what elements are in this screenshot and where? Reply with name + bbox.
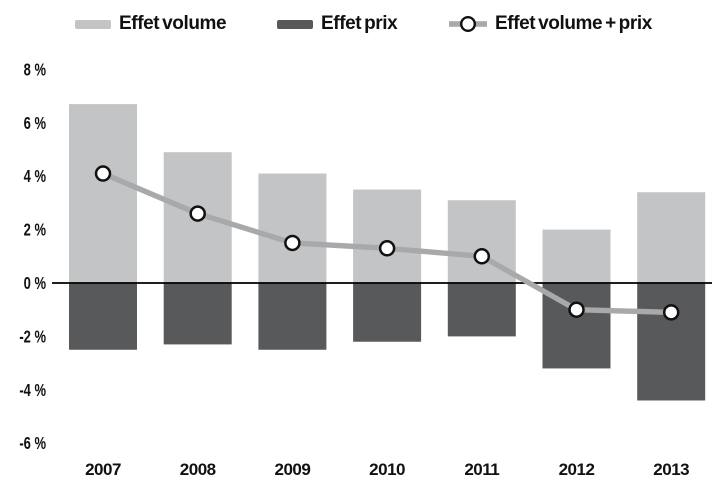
bar-volume-2012 [542, 229, 611, 283]
marker-2008 [189, 205, 206, 222]
ytick-label-2: 2 % [24, 221, 46, 241]
ytick-label-4: 4 % [24, 167, 46, 187]
legend-label-effet-volume: Effet volume [119, 13, 227, 34]
ytick-label--2: -2 % [19, 327, 46, 347]
marker-2009 [284, 234, 301, 252]
legend-label-effet-volume-plus-prix: Effet volume + prix [495, 13, 652, 34]
xlabel-2009: 2009 [274, 460, 310, 479]
bar-prix-2007 [69, 283, 137, 350]
xlabel-2013: 2013 [653, 460, 689, 479]
ytick-label-0: 0 % [24, 274, 46, 294]
xlabel-2007: 2007 [85, 460, 121, 479]
ytick-label--6: -6 % [19, 434, 46, 454]
xlabel-2012: 2012 [559, 460, 595, 479]
bar-prix-2009 [258, 283, 327, 350]
ytick-label-6: 6 % [24, 114, 46, 134]
legend-line-circle [459, 15, 477, 33]
bar-volume-2009 [258, 173, 327, 283]
legend-label-effet-prix: Effet prix [321, 13, 398, 34]
marker-2010 [378, 240, 396, 257]
bar-prix-2008 [163, 283, 232, 345]
legend-item-effet-volume-plus-prix: Effet volume + prix [449, 10, 652, 38]
bar-prix-2013 [637, 283, 706, 401]
bar-volume-2007 [69, 104, 137, 283]
bar-volume-2010 [353, 189, 422, 283]
ytick-label-8: 8 % [24, 60, 46, 80]
legend-swatch-volume-icon [75, 19, 111, 29]
marker-2012 [568, 301, 585, 318]
legend-item-effet-prix: Effet prix [277, 10, 398, 38]
marker-2011 [473, 248, 491, 265]
xlabel-2008: 2008 [180, 460, 216, 479]
bar-volume-2013 [637, 192, 706, 283]
marker-2007 [94, 165, 112, 182]
xlabel-2011: 2011 [464, 460, 499, 479]
marker-2013 [662, 304, 680, 321]
bar-prix-2010 [353, 283, 422, 342]
legend-item-effet-volume: Effet volume [75, 10, 227, 38]
legend-swatch-prix-icon [277, 19, 313, 29]
legend-line-marker-icon [449, 15, 487, 33]
xlabel-2010: 2010 [369, 460, 405, 479]
ytick-label--4: -4 % [19, 381, 46, 401]
bar-prix-2011 [447, 283, 516, 337]
